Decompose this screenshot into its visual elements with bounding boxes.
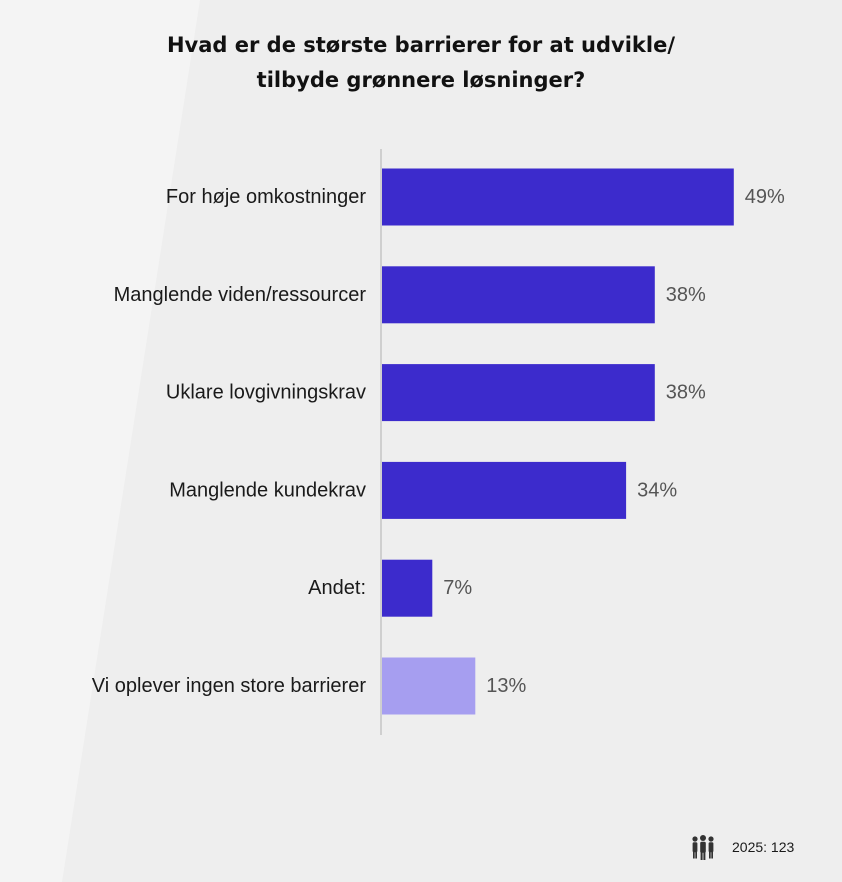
chart-title: Hvad er de største barrierer for at udvi… [120,28,722,98]
people-icon [692,835,714,860]
bar-3 [382,461,627,519]
category-label-1: Manglende viden/ressourcer [114,284,367,306]
sample-size-footer: 2025: 123 [690,834,794,860]
bar-5 [382,657,476,715]
value-label-4: 7% [443,577,472,599]
bars-layer: For høje omkostninger 49% Manglende viden/… [92,168,785,715]
sample-size-label: 2025: 123 [732,839,795,855]
value-label-5: 13% [486,675,526,697]
category-label-0: For høje omkostninger [166,186,366,208]
chart-title-line-1: Hvad er de største barrierer for at udvi… [166,33,675,57]
value-label-1: 38% [666,284,706,306]
value-label-2: 38% [666,382,706,404]
bar-2 [382,364,655,422]
bar-0 [382,168,734,226]
chart-title-line-2: tilbyde grønnere løsninger? [256,68,586,92]
category-label-2: Uklare lovgivningskrav [166,382,366,404]
bar-4 [382,559,433,617]
bar-1 [382,266,655,324]
category-label-4: Andet: [308,577,366,599]
category-label-5: Vi oplever ingen store barrierer [92,675,367,697]
value-label-3: 34% [637,479,677,501]
category-label-3: Manglende kundekrav [169,479,366,501]
value-label-0: 49% [745,186,785,208]
